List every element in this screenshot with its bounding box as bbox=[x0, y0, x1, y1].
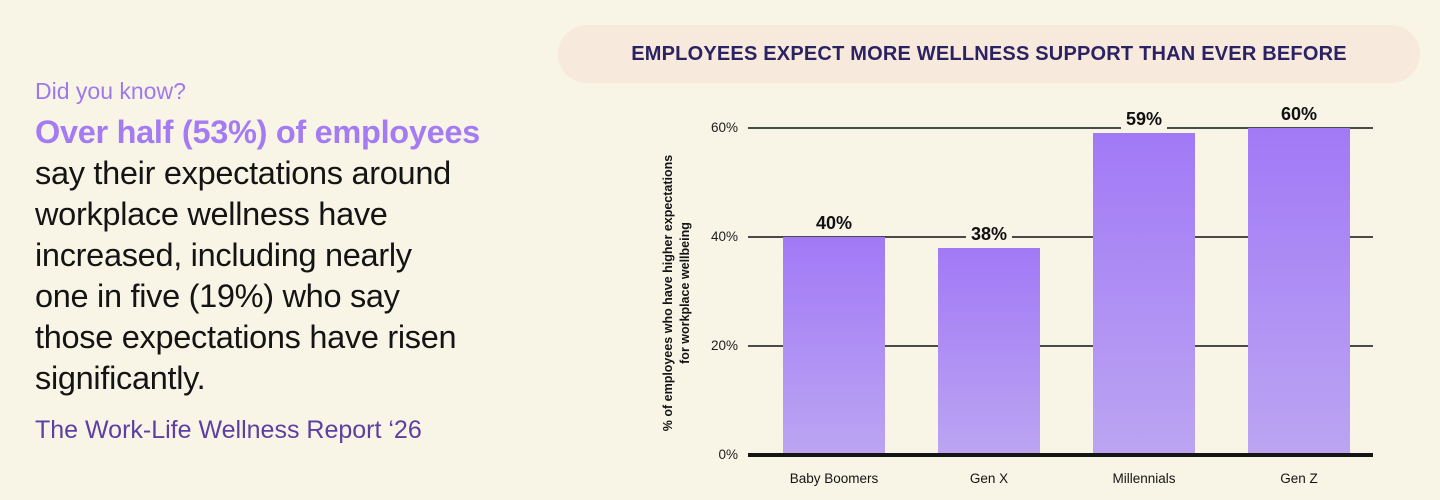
stat-body-line: those expectations have risen bbox=[35, 319, 457, 355]
chart-title-banner: EMPLOYEES EXPECT MORE WELLNESS SUPPORT T… bbox=[558, 25, 1420, 83]
x-axis-label-baby-boomers: Baby Boomers bbox=[789, 471, 879, 486]
bar-value-label-gen-x: 38% bbox=[965, 223, 1013, 245]
bar-millennials bbox=[1093, 133, 1195, 455]
bar-value-label-gen-z: 60% bbox=[1275, 104, 1323, 125]
x-axis-label-millennials: Millennials bbox=[1112, 471, 1176, 486]
bar-value-label-baby-boomers: 40% bbox=[810, 213, 858, 234]
bar-baby-boomers bbox=[783, 237, 885, 455]
plot-area: 60% 40% 20% 0% 40% Baby Boomers 38% Gen X 59… bbox=[711, 104, 1373, 486]
y-tick-0: 0% bbox=[718, 447, 738, 462]
chart-title: EMPLOYEES EXPECT MORE WELLNESS SUPPORT T… bbox=[631, 42, 1347, 65]
stat-text-panel: Did you know? Over half (53%) of employe… bbox=[35, 76, 620, 445]
stat-body-line: significantly. bbox=[35, 360, 206, 396]
y-axis-title: % of employees who have higher expectati… bbox=[660, 135, 694, 451]
y-axis-title-line: for workplace wellbeing bbox=[678, 222, 692, 364]
x-axis-label-gen-z: Gen Z bbox=[1280, 471, 1318, 486]
gridline-40 bbox=[748, 236, 1373, 238]
x-axis-label-gen-x: Gen X bbox=[969, 471, 1009, 486]
gridline-20 bbox=[748, 345, 1373, 347]
kicker-text: Did you know? bbox=[35, 78, 186, 104]
y-tick-40: 40% bbox=[710, 229, 738, 244]
stat-body-line: one in five (19%) who say bbox=[35, 278, 400, 314]
x-axis-baseline bbox=[748, 453, 1373, 457]
report-source: The Work-Life Wellness Report ‘26 bbox=[35, 416, 422, 444]
stat-body-line: increased, including nearly bbox=[35, 237, 412, 273]
y-tick-20: 20% bbox=[710, 338, 738, 353]
y-axis-title-line: % of employees who have higher expectati… bbox=[661, 154, 675, 432]
bar-gen-x bbox=[938, 247, 1040, 455]
bar-gen-z bbox=[1248, 128, 1350, 455]
stat-body-line: workplace wellness have bbox=[35, 196, 388, 232]
stat-headline: Over half (53%) of employees bbox=[35, 114, 480, 150]
stat-body-line: say their expectations around bbox=[35, 155, 451, 191]
y-tick-60: 60% bbox=[710, 120, 738, 135]
bar-value-label-millennials: 59% bbox=[1120, 109, 1168, 131]
gridline-60 bbox=[748, 127, 1373, 129]
